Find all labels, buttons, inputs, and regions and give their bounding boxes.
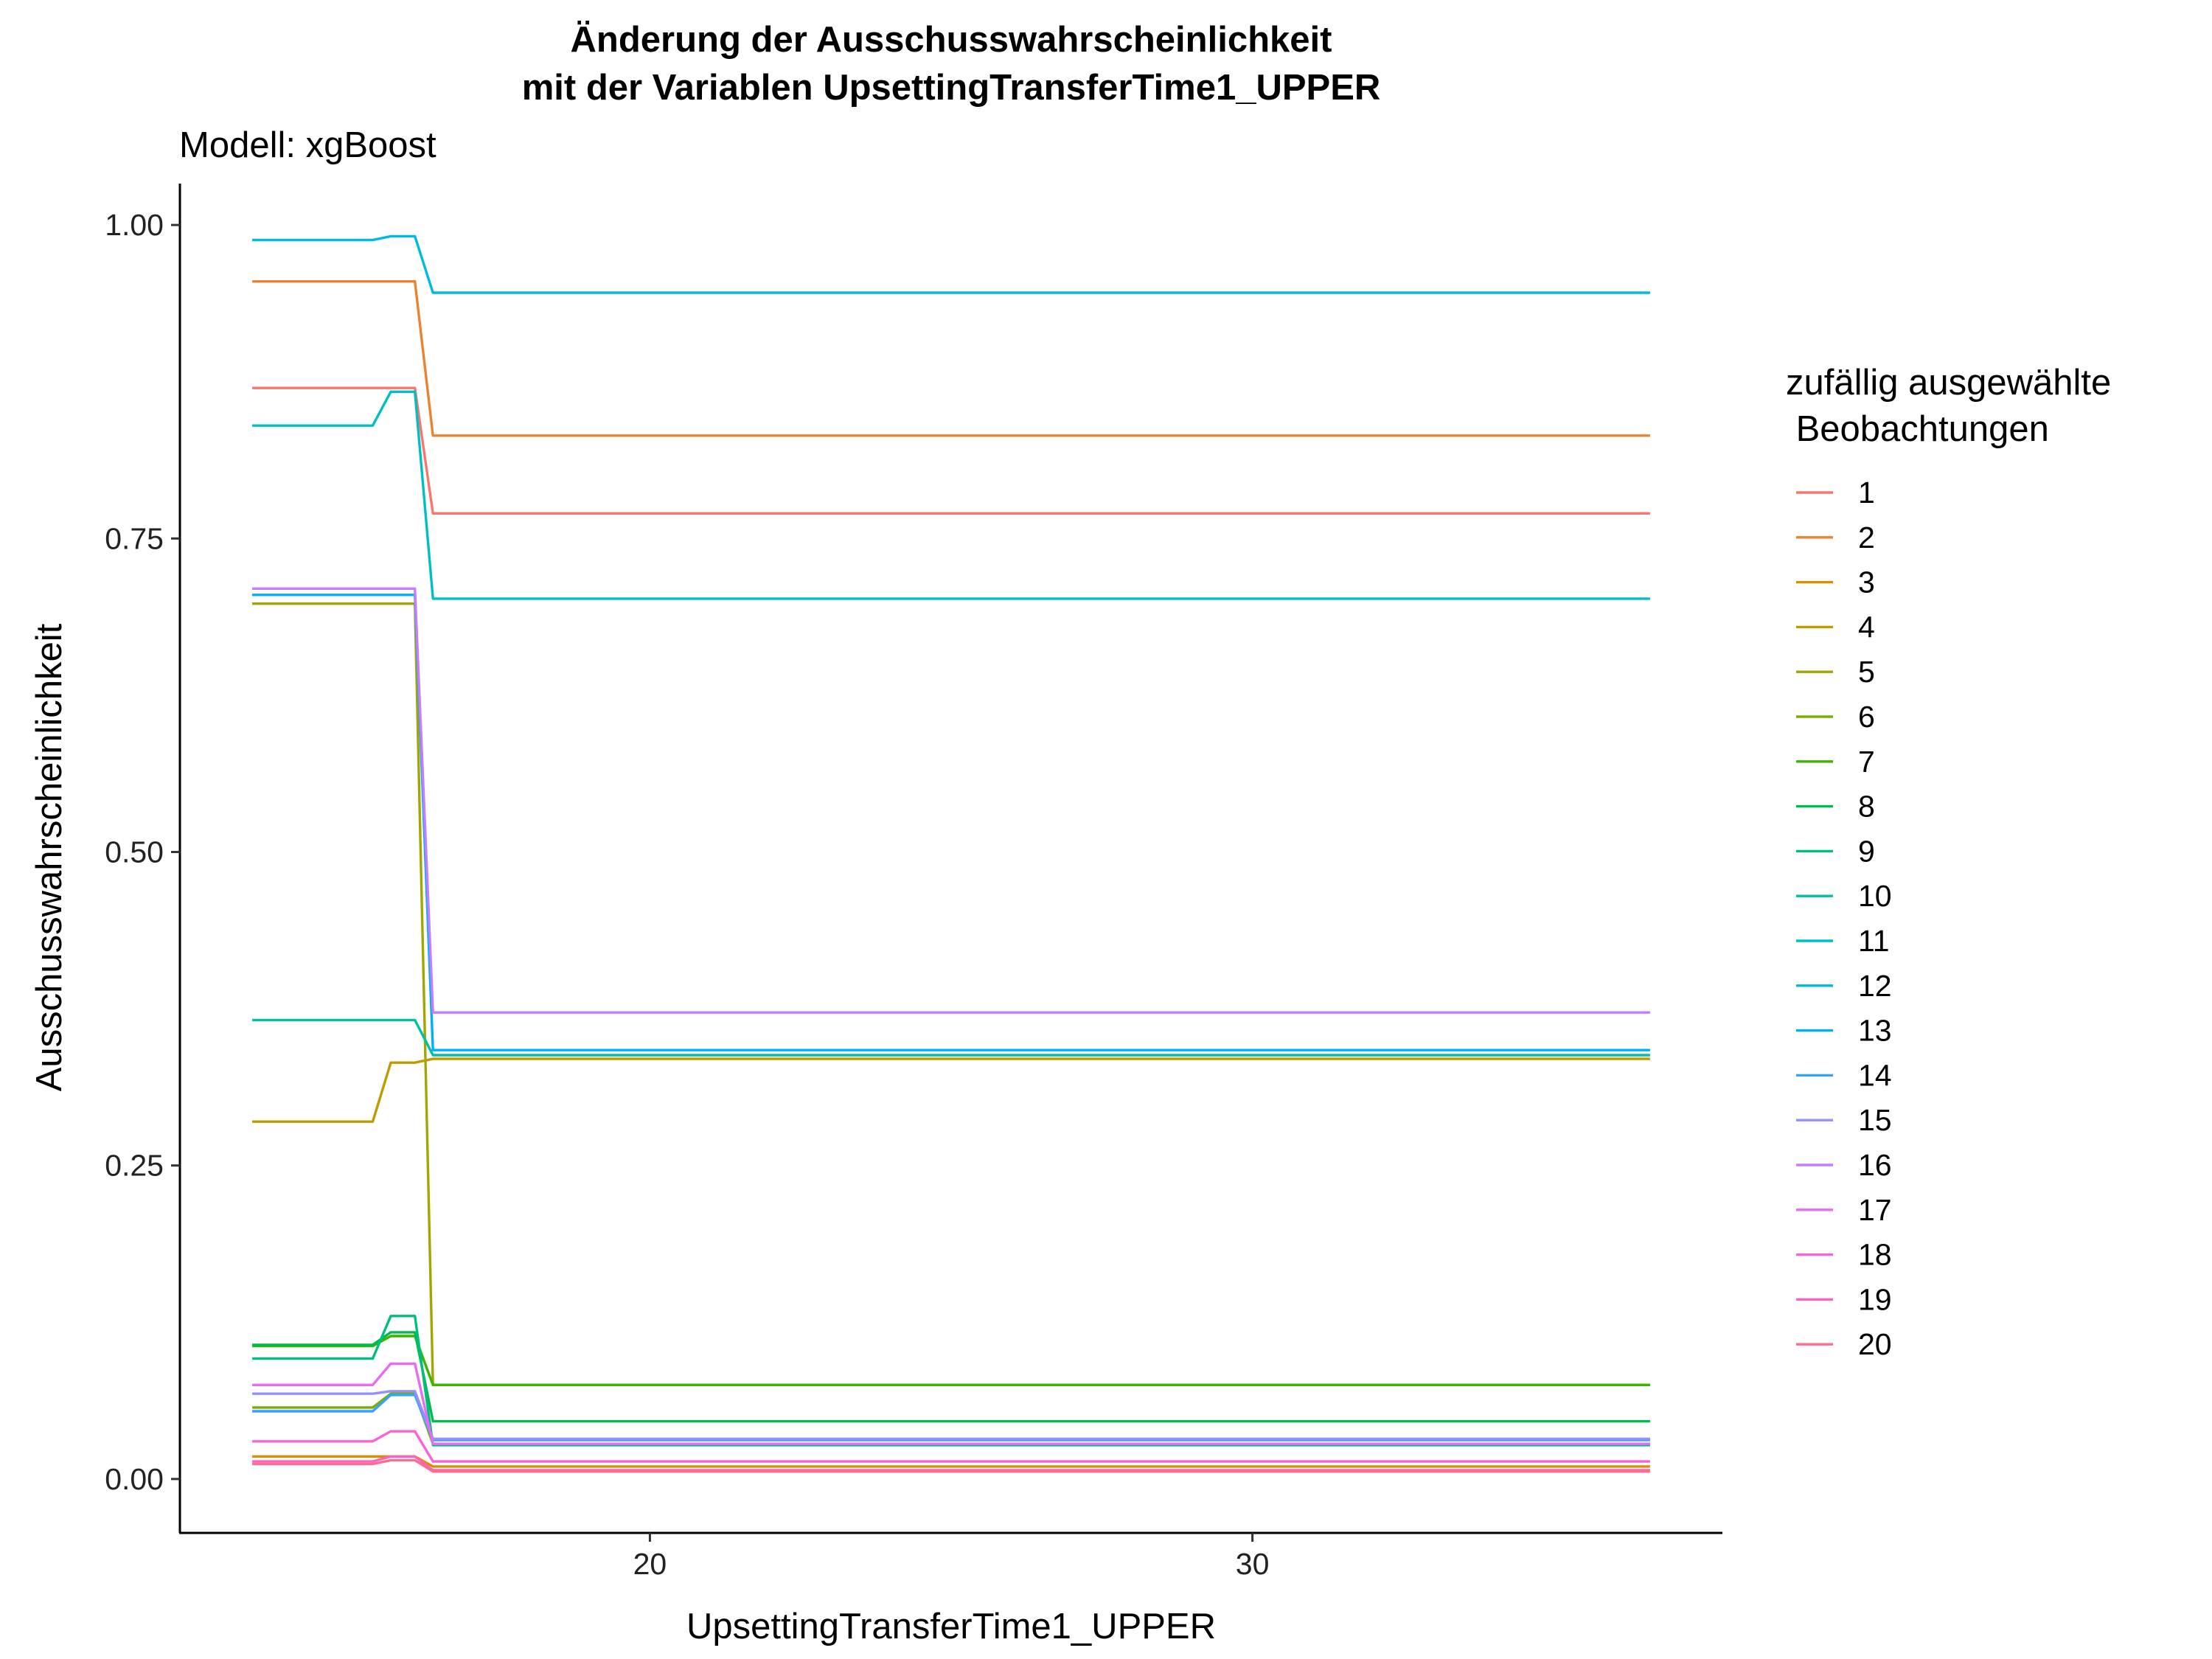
chart-title-line1: Änderung der Ausschusswahrscheinlichkeit [571, 20, 1332, 60]
plot-panel [252, 234, 1650, 1473]
y-tick-label: 0.00 [105, 1462, 164, 1496]
series-line-10 [252, 1018, 1650, 1057]
legend-label-10: 10 [1858, 879, 1892, 913]
legend: zufällig ausgewählte Beobachtungen 12345… [1786, 363, 2111, 1361]
series-line-17 [252, 1362, 1650, 1445]
legend-label-16: 16 [1858, 1148, 1892, 1182]
series-line-2 [252, 280, 1650, 437]
series-line-9 [252, 1315, 1650, 1447]
y-tick-label: 0.25 [105, 1149, 164, 1183]
legend-label-14: 14 [1858, 1058, 1892, 1092]
legend-label-5: 5 [1858, 655, 1875, 689]
legend-label-9: 9 [1858, 834, 1875, 868]
series-line-14 [252, 1394, 1650, 1441]
legend-label-18: 18 [1858, 1238, 1892, 1272]
series-line-8 [252, 1331, 1650, 1423]
legend-label-19: 19 [1858, 1282, 1892, 1316]
y-tick-label: 1.00 [105, 208, 164, 242]
legend-label-13: 13 [1858, 1014, 1892, 1048]
legend-label-4: 4 [1858, 610, 1875, 644]
series-line-13 [252, 594, 1650, 1051]
legend-title-line2: Beobachtungen [1786, 409, 2049, 449]
x-tick-label: 20 [633, 1547, 667, 1581]
legend-label-7: 7 [1858, 745, 1875, 779]
legend-label-2: 2 [1858, 521, 1875, 554]
chart-subtitle: Modell: xgBoost [179, 125, 437, 165]
series-line-11 [252, 390, 1650, 600]
series-line-12 [252, 234, 1650, 294]
series-line-20 [252, 1458, 1650, 1473]
series-line-6 [252, 1392, 1650, 1445]
series-line-4 [252, 1057, 1650, 1123]
legend-label-17: 17 [1858, 1193, 1892, 1227]
series-line-1 [252, 386, 1650, 515]
x-axis-title: UpsettingTransferTime1_UPPER [686, 1607, 1216, 1646]
series-line-15 [252, 1390, 1650, 1441]
legend-label-3: 3 [1858, 566, 1875, 599]
legend-label-20: 20 [1858, 1327, 1892, 1361]
legend-title-line1: zufällig ausgewählte [1786, 363, 2111, 403]
y-axis-title: Ausschusswahrscheinlichkeit [29, 623, 69, 1091]
series-line-16 [252, 587, 1650, 1014]
y-tick-label: 0.50 [105, 835, 164, 869]
legend-label-8: 8 [1858, 790, 1875, 824]
x-tick-label: 30 [1236, 1547, 1270, 1581]
y-tick-label: 0.75 [105, 521, 164, 555]
legend-label-6: 6 [1858, 700, 1875, 734]
legend-label-12: 12 [1858, 969, 1892, 1003]
series-line-19 [252, 1455, 1650, 1472]
chart-title-line2: mit der Variablen UpsettingTransferTime1… [522, 68, 1381, 108]
legend-label-15: 15 [1858, 1103, 1892, 1137]
series-line-7 [252, 1335, 1650, 1387]
series-line-5 [252, 602, 1650, 1387]
series-line-18 [252, 1430, 1650, 1463]
legend-label-1: 1 [1858, 476, 1875, 509]
legend-label-11: 11 [1858, 924, 1890, 958]
